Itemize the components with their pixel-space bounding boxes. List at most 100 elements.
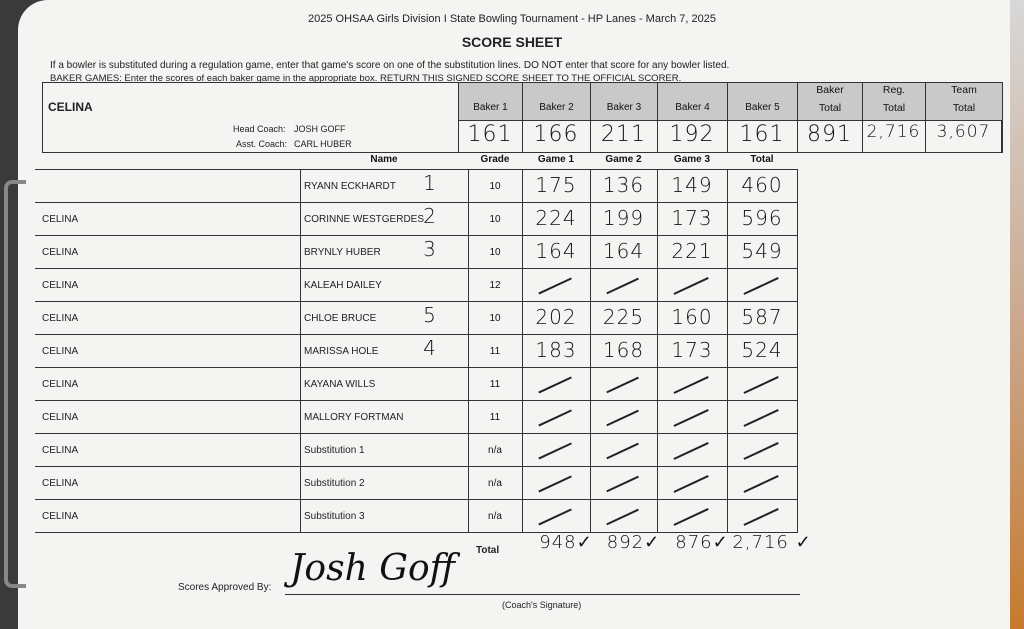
instruction-1: If a bowler is substituted during a regu… <box>50 60 730 71</box>
score-total: 524 <box>741 338 783 362</box>
column-divider <box>590 466 591 499</box>
clipboard-clip <box>4 180 26 588</box>
column-divider <box>590 433 591 466</box>
row-team: CELINA <box>42 379 79 390</box>
table-edge <box>1010 0 1024 629</box>
row-team: CELINA <box>42 247 79 258</box>
score-g3: 173 <box>671 338 713 362</box>
asst-coach-name: CARL HUBER <box>294 139 352 149</box>
baker-score-7: 2,716 <box>866 122 921 142</box>
column-divider <box>657 301 658 334</box>
baker-score-4: 192 <box>669 122 715 147</box>
column-divider <box>468 433 469 466</box>
bowler-grade: 11 <box>489 412 501 423</box>
bowler-order: 2 <box>423 204 437 228</box>
column-divider <box>522 169 523 202</box>
column-divider <box>468 334 469 367</box>
bowler-name: BRYNLY HUBER <box>304 247 381 258</box>
row-team: CELINA <box>42 346 79 357</box>
table-row <box>35 466 798 500</box>
bowler-grade: 10 <box>489 247 501 258</box>
team-total-g2: 892✓ <box>606 532 661 553</box>
baker-header-1: Baker 1 <box>458 82 523 121</box>
head-coach-name: JOSH GOFF <box>294 124 346 134</box>
column-divider <box>590 268 591 301</box>
score-g2: 199 <box>602 206 645 230</box>
bowler-order: 4 <box>423 336 437 360</box>
column-divider <box>727 367 728 400</box>
baker-header-label: Baker 1 <box>473 102 508 113</box>
score-g2: 225 <box>602 305 645 329</box>
bowler-grade: n/a <box>488 478 502 489</box>
baker-header-label: Baker 5 <box>745 102 780 113</box>
column-divider <box>657 235 658 268</box>
column-divider <box>590 169 591 202</box>
bowler-order: 3 <box>423 237 437 261</box>
baker-header-2: Baker 2 <box>522 82 591 121</box>
column-divider <box>590 334 591 367</box>
column-divider <box>657 268 658 301</box>
baker-header-label: Baker 2 <box>539 102 574 113</box>
row-team: CELINA <box>42 478 79 489</box>
totals-label: Total <box>476 545 500 556</box>
column-divider <box>657 169 658 202</box>
bowler-grade: 10 <box>489 214 501 225</box>
bowler-name: Substitution 3 <box>304 511 365 522</box>
team-name: CELINA <box>48 100 93 114</box>
bowler-name: CHLOE BRUCE <box>304 313 377 324</box>
column-divider <box>522 367 523 400</box>
column-divider <box>522 268 523 301</box>
baker-score-5: 161 <box>739 122 785 147</box>
column-divider <box>657 499 658 532</box>
column-header-g1: Game 1 <box>537 154 575 165</box>
column-divider <box>300 499 301 532</box>
bowler-name: MALLORY FORTMAN <box>304 412 404 423</box>
column-divider <box>522 400 523 433</box>
signature-line <box>285 594 800 595</box>
bowler-name: MARISSA HOLE <box>304 346 379 357</box>
table-row <box>35 433 798 467</box>
column-divider <box>300 400 301 433</box>
bowler-grade: n/a <box>488 445 502 456</box>
row-team: CELINA <box>42 511 79 522</box>
bowler-name: Substitution 1 <box>304 445 365 456</box>
table-row <box>35 499 798 533</box>
bowler-name: CORINNE WESTGERDES <box>304 214 425 225</box>
column-header-name: Name <box>370 154 398 165</box>
baker-header-label: Baker 4 <box>675 102 710 113</box>
score-g1: 183 <box>535 338 577 362</box>
column-divider <box>590 400 591 433</box>
column-divider <box>468 400 469 433</box>
bowler-grade: 10 <box>489 313 501 324</box>
bowler-grade: 11 <box>489 346 501 357</box>
baker-header-4: Baker 4 <box>657 82 728 121</box>
approved-label: Scores Approved By: <box>178 582 272 593</box>
column-divider <box>657 400 658 433</box>
baker-header-3: Baker 3 <box>590 82 658 121</box>
baker-score-2: 166 <box>533 122 579 147</box>
head-coach-label: Head Coach: <box>233 124 286 134</box>
column-divider <box>522 235 523 268</box>
column-divider <box>300 202 301 235</box>
team-total-g3: 876✓ <box>675 532 729 553</box>
column-divider <box>727 466 728 499</box>
baker-score-3: 211 <box>601 122 646 147</box>
row-team: CELINA <box>42 280 79 291</box>
sheet-subtitle: SCORE SHEET <box>461 34 563 50</box>
column-divider <box>590 301 591 334</box>
column-divider <box>657 433 658 466</box>
baker-header-label: Baker 3 <box>606 102 642 113</box>
score-total: 549 <box>741 239 783 263</box>
baker-header-5: Baker 5 <box>727 82 798 121</box>
score-g1: 224 <box>535 206 577 230</box>
signature-caption: (Coach's Signature) <box>502 600 582 610</box>
column-divider <box>522 202 523 235</box>
bowler-order: 5 <box>423 303 437 327</box>
baker-score-cell <box>925 120 1003 153</box>
baker-header-7: Reg. Total <box>862 82 926 121</box>
baker-score-8: 3,607 <box>936 122 991 142</box>
column-divider <box>468 499 469 532</box>
column-divider <box>522 466 523 499</box>
column-divider <box>657 466 658 499</box>
column-divider <box>468 202 469 235</box>
